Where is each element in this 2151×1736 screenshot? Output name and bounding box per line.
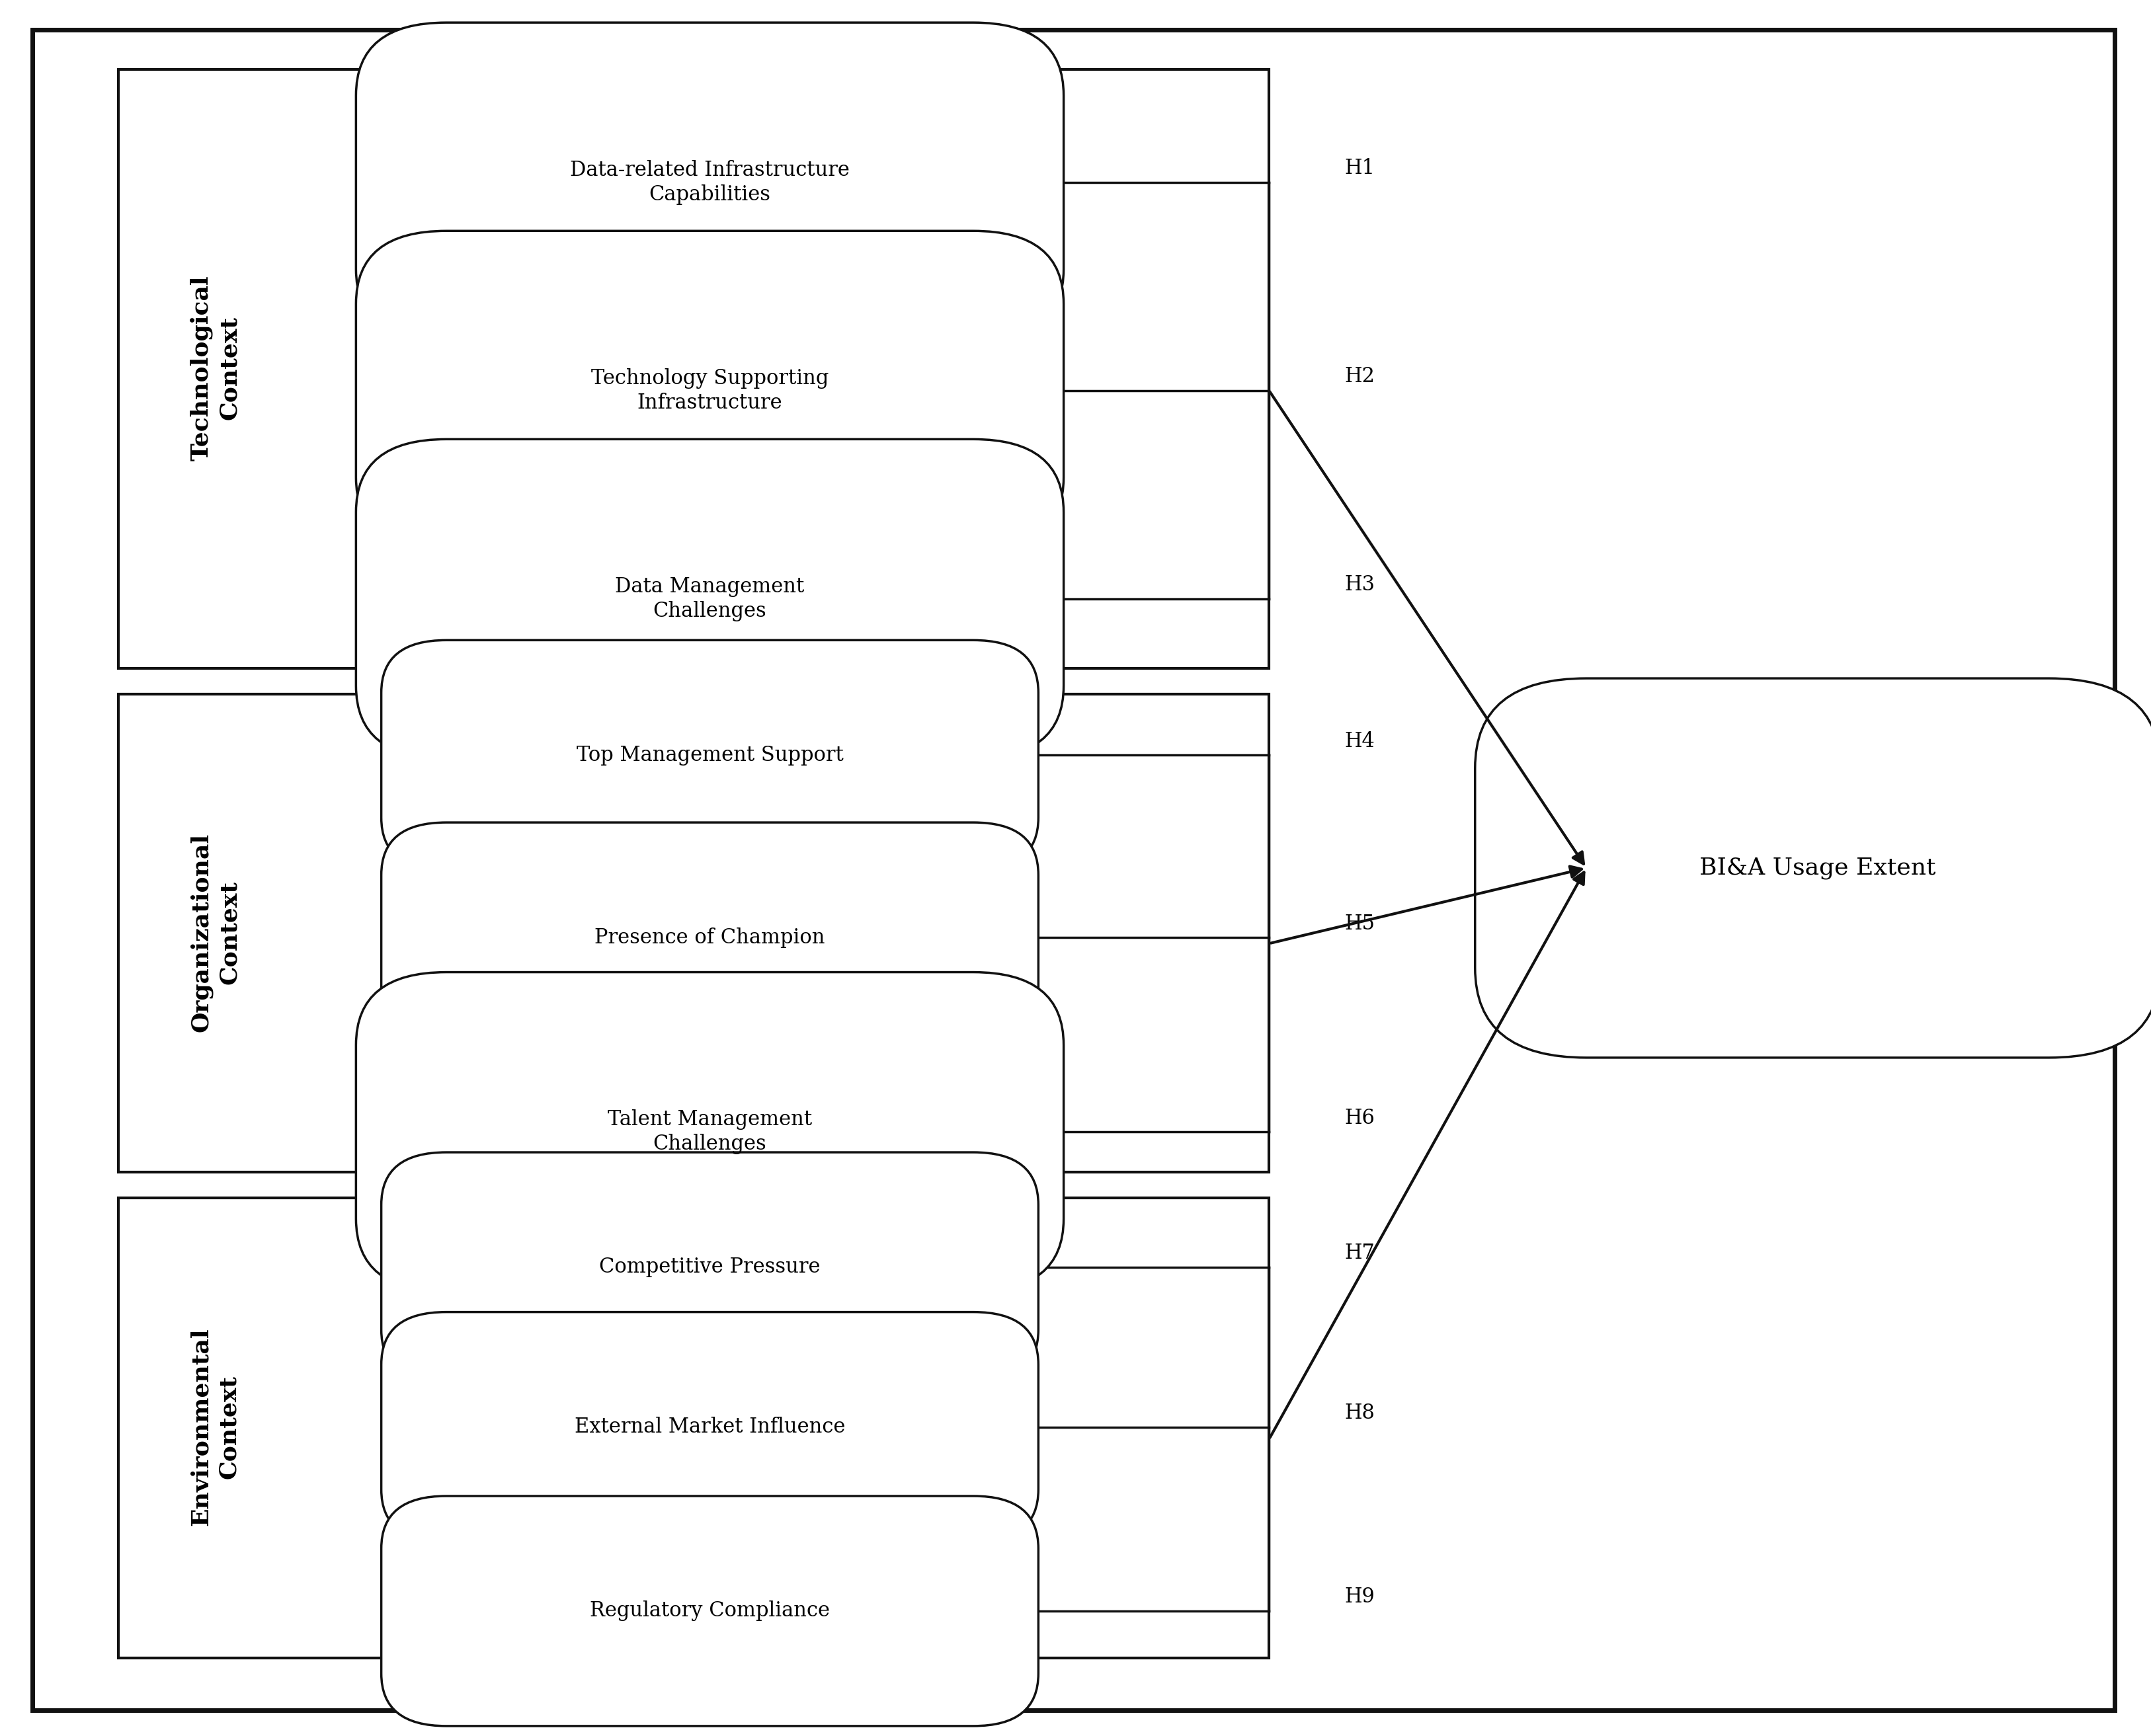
Text: H9: H9 bbox=[1344, 1587, 1374, 1608]
Text: Presence of Champion: Presence of Champion bbox=[594, 927, 826, 948]
FancyBboxPatch shape bbox=[381, 1153, 1039, 1382]
FancyBboxPatch shape bbox=[357, 972, 1065, 1292]
Text: H6: H6 bbox=[1344, 1108, 1374, 1128]
Text: Talent Management
Challenges: Talent Management Challenges bbox=[607, 1109, 813, 1154]
Text: Competitive Pressure: Competitive Pressure bbox=[600, 1257, 820, 1278]
Text: Technology Supporting
Infrastructure: Technology Supporting Infrastructure bbox=[592, 368, 828, 413]
Text: H1: H1 bbox=[1344, 158, 1374, 179]
Text: H8: H8 bbox=[1344, 1403, 1374, 1424]
Text: Data-related Infrastructure
Capabilities: Data-related Infrastructure Capabilities bbox=[570, 160, 850, 205]
Text: Data Management
Challenges: Data Management Challenges bbox=[615, 576, 804, 621]
Bar bbox=[118, 694, 1269, 1172]
Text: Technological
Context: Technological Context bbox=[189, 276, 241, 460]
Text: External Market Influence: External Market Influence bbox=[574, 1417, 845, 1437]
FancyBboxPatch shape bbox=[381, 823, 1039, 1052]
Text: BI&A Usage Extent: BI&A Usage Extent bbox=[1699, 858, 1936, 878]
FancyBboxPatch shape bbox=[357, 23, 1065, 342]
Text: Regulatory Compliance: Regulatory Compliance bbox=[589, 1601, 830, 1621]
Text: H7: H7 bbox=[1344, 1243, 1374, 1264]
FancyBboxPatch shape bbox=[381, 1312, 1039, 1542]
Bar bbox=[118, 1198, 1269, 1658]
Bar bbox=[118, 69, 1269, 668]
Text: H5: H5 bbox=[1344, 913, 1374, 934]
FancyBboxPatch shape bbox=[357, 231, 1065, 550]
FancyBboxPatch shape bbox=[357, 439, 1065, 759]
Text: Top Management Support: Top Management Support bbox=[576, 745, 843, 766]
Text: H3: H3 bbox=[1344, 575, 1374, 595]
FancyBboxPatch shape bbox=[381, 1496, 1039, 1726]
Text: H4: H4 bbox=[1344, 731, 1374, 752]
Text: Environmental
Context: Environmental Context bbox=[189, 1328, 241, 1526]
FancyBboxPatch shape bbox=[1476, 679, 2151, 1057]
FancyBboxPatch shape bbox=[381, 641, 1039, 870]
Text: H2: H2 bbox=[1344, 366, 1374, 387]
Text: Organizational
Context: Organizational Context bbox=[189, 833, 241, 1031]
